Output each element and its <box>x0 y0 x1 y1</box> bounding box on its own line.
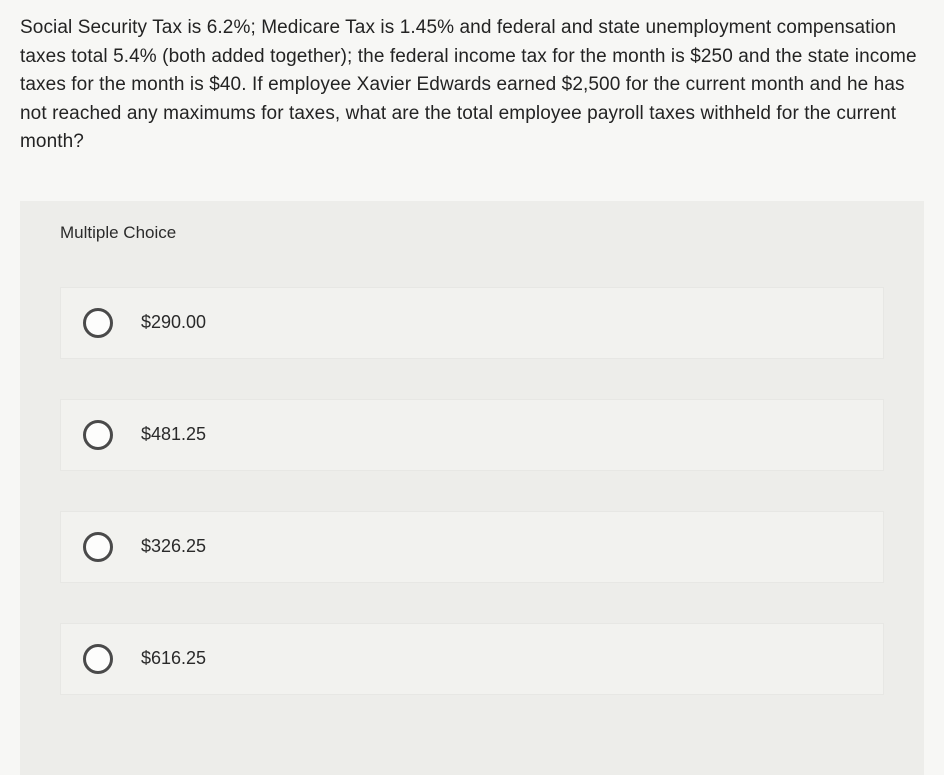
radio-icon[interactable] <box>83 532 113 562</box>
question-text: Social Security Tax is 6.2%; Medicare Ta… <box>20 14 924 157</box>
choice-option[interactable]: $481.25 <box>60 399 884 471</box>
choice-label: $326.25 <box>141 536 206 557</box>
quiz-page: Social Security Tax is 6.2%; Medicare Ta… <box>0 0 944 775</box>
radio-icon[interactable] <box>83 308 113 338</box>
radio-icon[interactable] <box>83 644 113 674</box>
choice-option[interactable]: $616.25 <box>60 623 884 695</box>
radio-icon[interactable] <box>83 420 113 450</box>
choice-option[interactable]: $326.25 <box>60 511 884 583</box>
choice-label: $481.25 <box>141 424 206 445</box>
mc-heading: Multiple Choice <box>60 223 884 243</box>
choice-label: $290.00 <box>141 312 206 333</box>
choice-label: $616.25 <box>141 648 206 669</box>
multiple-choice-block: Multiple Choice $290.00 $481.25 $326.25 … <box>20 201 924 775</box>
choice-option[interactable]: $290.00 <box>60 287 884 359</box>
